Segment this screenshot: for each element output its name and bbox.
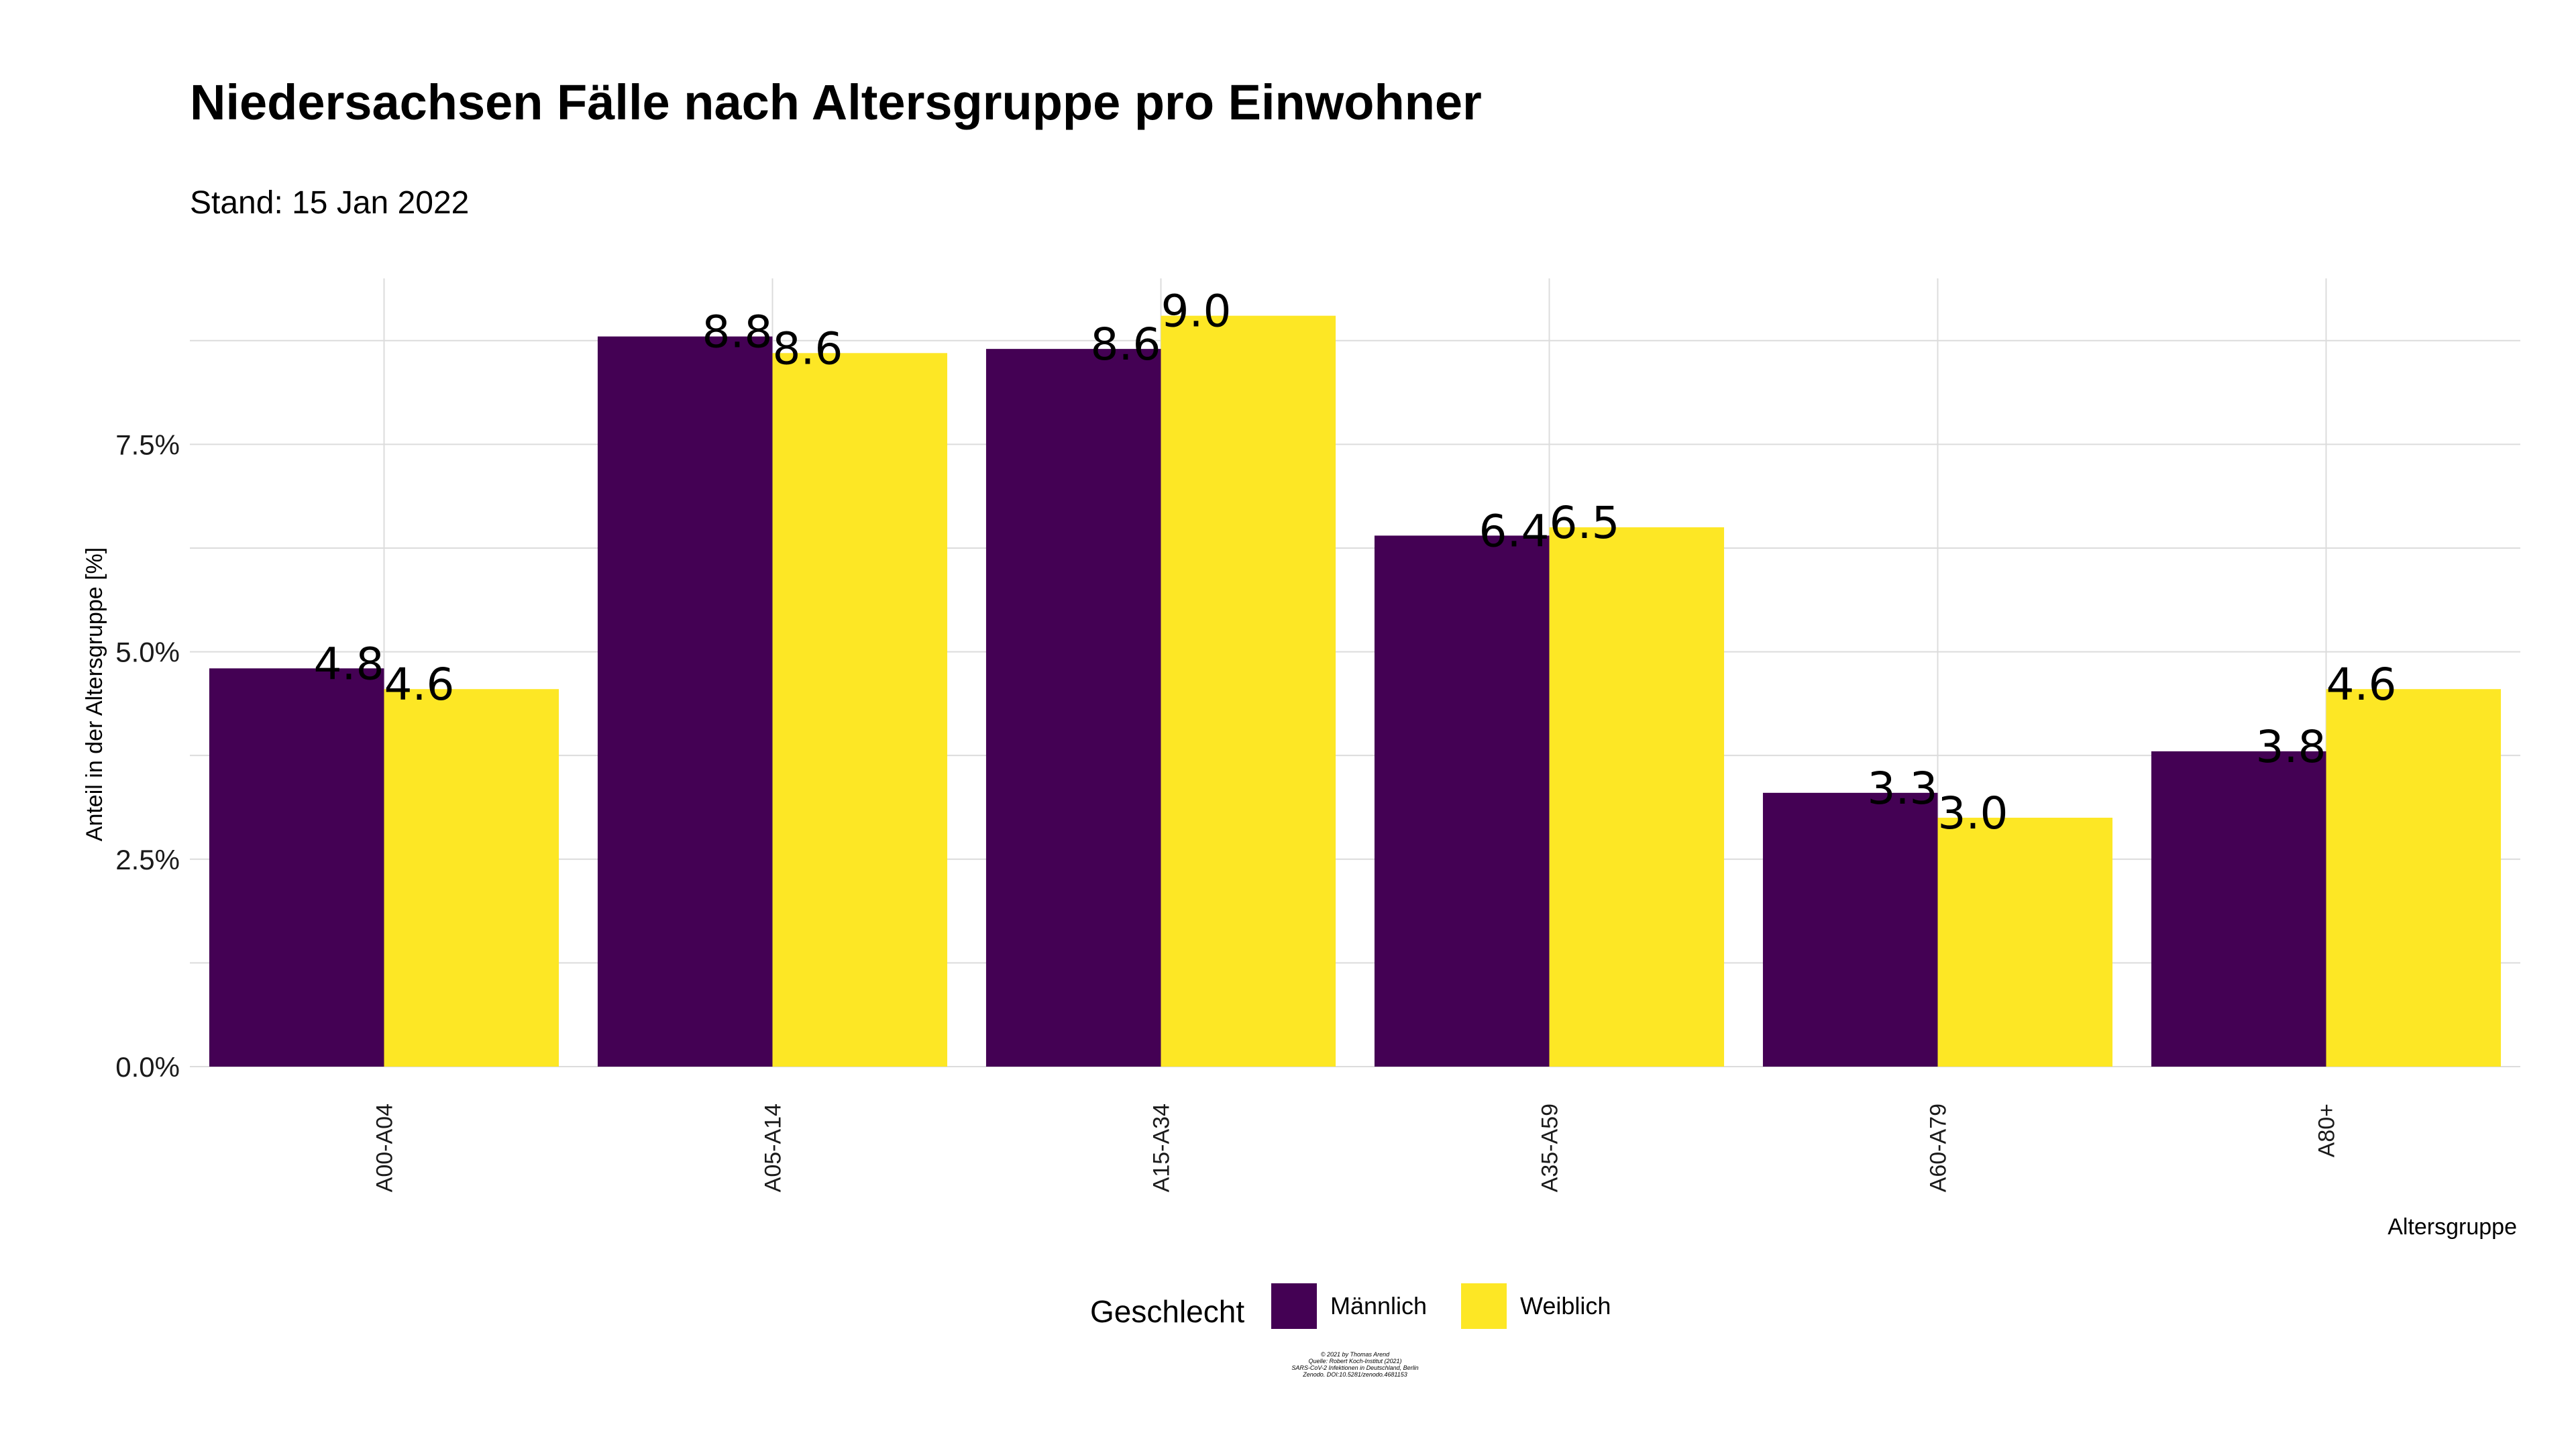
data-label: 8.6 [773,323,843,374]
bar-weiblich-a35-a59 [1549,527,1725,1067]
y-tick-label: 0.0% [115,1051,180,1083]
data-label: 4.6 [2326,659,2397,710]
bar-männlich-a80+ [2151,751,2326,1067]
y-tick-label: 5.0% [115,637,180,668]
legend-key-weiblich [1461,1283,1507,1329]
bar-weiblich-a80+ [2326,689,2502,1067]
y-tick-label: 7.5% [115,429,180,460]
bar-weiblich-a05-a14 [772,353,948,1067]
x-tick-label: A05-A14 [761,1104,786,1192]
data-label: 3.0 [1938,788,2008,839]
x-axis-ticks: A00-A04 A05-A14 A15-A34 A35-A59 A60-A79 A80+ [372,1104,2340,1192]
caption-line: Quelle: Robert Koch-Institut (2021) [1308,1358,1401,1364]
bar-weiblich-a00-a04 [384,689,559,1067]
bar-weiblich-a60-a79 [1937,817,2113,1067]
caption-line: Zenodo. DOI:10.5281/zenodo.4681153 [1302,1371,1407,1378]
chart-subtitle: Stand: 15 Jan 2022 [190,185,469,221]
legend-key-männlich [1271,1283,1317,1329]
chart-title: Niedersachsen Fälle nach Altersgruppe pr… [190,74,1482,130]
data-label: 6.4 [1479,505,1550,557]
caption-line: SARS-CoV-2 Infektionen in Deutschland, B… [1291,1364,1418,1371]
x-tick-label: A00-A04 [372,1104,398,1192]
data-label: 9.0 [1161,286,1232,337]
data-label: 8.6 [1091,319,1161,370]
data-label: 3.8 [2256,721,2326,773]
y-axis-label: Anteil in der Altersgruppe [%] [82,547,107,841]
bar-männlich-a15-a34 [985,349,1161,1067]
x-tick-label: A15-A34 [1149,1104,1175,1192]
x-tick-label: A35-A59 [1538,1104,1563,1192]
data-label: 6.5 [1550,497,1620,549]
y-axis-ticks: 0.0% 2.5% 5.0% 7.5% [115,429,180,1083]
legend-label-weiblich: Weiblich [1520,1292,1611,1320]
y-tick-label: 2.5% [115,844,180,875]
bar-männlich-a35-a59 [1374,535,1550,1067]
bars [209,315,2502,1067]
legend: Geschlecht Männlich Weiblich [1090,1283,1611,1329]
data-label: 4.8 [314,638,384,690]
data-label: 4.6 [384,659,455,710]
bar-männlich-a00-a04 [209,668,384,1067]
data-label: 3.3 [1868,763,1938,814]
bar-labels: 4.8 4.68.8 8.6 8.69.06.4 6.53.3 3.03.84.6 [314,286,2397,839]
x-axis-label: Altersgruppe [2387,1214,2517,1240]
bar-männlich-a60-a79 [1762,792,1938,1067]
x-tick-label: A60-A79 [1926,1104,1951,1192]
legend-label-männlich: Männlich [1330,1292,1427,1320]
bar-weiblich-a15-a34 [1161,315,1336,1067]
bar-männlich-a05-a14 [597,336,773,1067]
x-tick-label: A80+ [2314,1104,2340,1157]
caption-line: © 2021 by Thomas Arend [1321,1351,1390,1358]
legend-title: Geschlecht [1090,1294,1244,1329]
data-label: 8.8 [702,307,773,358]
